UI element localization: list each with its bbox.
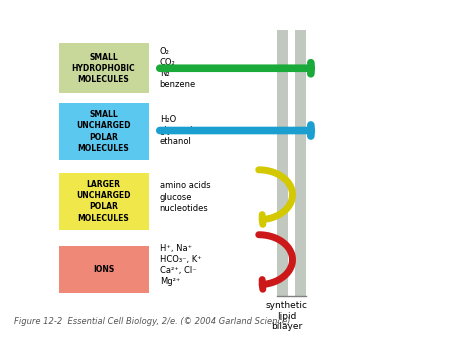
Text: H⁺, Na⁺
HCO₃⁻, K⁺
Ca²⁺, Cl⁻
Mg²⁺: H⁺, Na⁺ HCO₃⁻, K⁺ Ca²⁺, Cl⁻ Mg²⁺ xyxy=(160,243,202,286)
Bar xyxy=(295,30,306,296)
Text: Figure 12-2  Essential Cell Biology, 2/e. (© 2004 Garland Science): Figure 12-2 Essential Cell Biology, 2/e.… xyxy=(14,317,290,326)
Text: amino acids
glucose
nucleotides: amino acids glucose nucleotides xyxy=(160,182,211,213)
Bar xyxy=(277,30,288,296)
FancyBboxPatch shape xyxy=(58,43,148,93)
Text: LARGER
UNCHARGED
POLAR
MOLECULES: LARGER UNCHARGED POLAR MOLECULES xyxy=(76,180,131,222)
Text: O₂
CO₂
N₂
benzene: O₂ CO₂ N₂ benzene xyxy=(160,47,196,89)
Text: H₂O
glycerol
ethanol: H₂O glycerol ethanol xyxy=(160,115,193,146)
Text: IONS: IONS xyxy=(93,265,114,274)
Text: SMALL
UNCHARGED
POLAR
MOLECULES: SMALL UNCHARGED POLAR MOLECULES xyxy=(76,110,131,153)
FancyBboxPatch shape xyxy=(58,173,148,230)
FancyBboxPatch shape xyxy=(58,103,148,160)
FancyBboxPatch shape xyxy=(58,246,148,293)
Text: SMALL
HYDROPHOBIC
MOLECULES: SMALL HYDROPHOBIC MOLECULES xyxy=(72,53,135,84)
Text: synthetic
lipid
bilayer: synthetic lipid bilayer xyxy=(266,301,308,331)
